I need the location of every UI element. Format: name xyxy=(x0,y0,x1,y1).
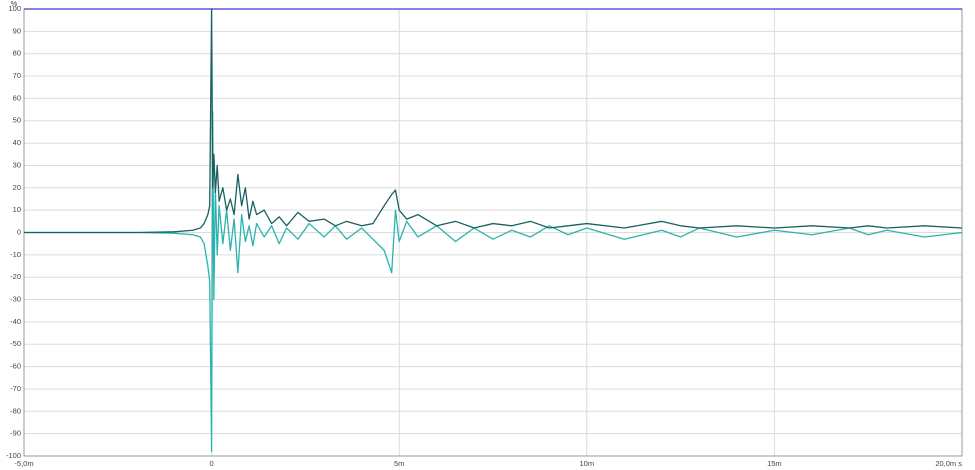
x-tick-label: 20,0m s xyxy=(935,459,962,468)
y-tick-label: 90 xyxy=(13,26,21,35)
series-line xyxy=(24,111,963,453)
y-tick-label: 60 xyxy=(13,93,21,102)
y-tick-label: -80 xyxy=(10,406,21,415)
y-tick-label: 100 xyxy=(8,4,21,13)
y-tick-label: 30 xyxy=(13,160,21,169)
y-tick-label: 20 xyxy=(13,183,21,192)
y-tick-label: -100 xyxy=(6,451,21,460)
y-tick-label: 70 xyxy=(13,71,21,80)
y-tick-label: 80 xyxy=(13,49,21,58)
x-tick-label: 0 xyxy=(210,459,214,468)
y-tick-label: -90 xyxy=(10,429,21,438)
y-tick-label: -40 xyxy=(10,317,21,326)
y-tick-label: 10 xyxy=(13,205,21,214)
y-tick-label: -20 xyxy=(10,272,21,281)
x-tick-label: 15m xyxy=(767,459,782,468)
y-tick-label: -30 xyxy=(10,295,21,304)
y-tick-label: 0 xyxy=(17,227,21,236)
y-tick-label: -10 xyxy=(10,250,21,259)
y-tick-label: -70 xyxy=(10,384,21,393)
y-tick-label: -60 xyxy=(10,362,21,371)
x-tick-label: -5,0m xyxy=(14,459,33,468)
x-tick-label: 5m xyxy=(394,459,404,468)
y-tick-label: 40 xyxy=(13,138,21,147)
y-axis-label: % xyxy=(11,0,18,8)
y-tick-label: -50 xyxy=(10,339,21,348)
x-tick-label: 10m xyxy=(580,459,595,468)
series-line xyxy=(24,8,963,234)
y-tick-label: 50 xyxy=(13,116,21,125)
